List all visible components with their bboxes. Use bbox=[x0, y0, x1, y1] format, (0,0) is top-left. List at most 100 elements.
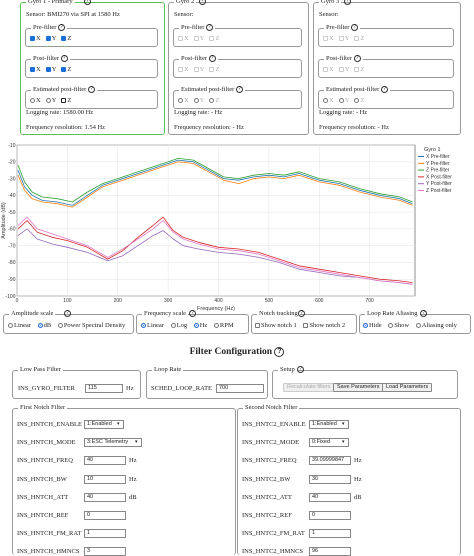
sched-loop-rate-label: SCHED_LOOP_RATE bbox=[151, 385, 213, 392]
estimated-post-filter-box: Estimated post-filter ? X Y Z bbox=[25, 86, 158, 109]
param-label: INS_HNTC2_ATT bbox=[242, 493, 292, 501]
param-input[interactable]: 40 bbox=[309, 492, 351, 502]
help-icon[interactable]: ? bbox=[235, 86, 243, 94]
param-input[interactable]: 39.09999847 bbox=[309, 456, 351, 466]
param-select[interactable]: 0:Fixed bbox=[309, 438, 349, 448]
setup-group: Setup? Recalculate filters Save Paramete… bbox=[272, 366, 458, 399]
help-icon[interactable]: ? bbox=[84, 0, 91, 5]
estimated-post-filter-axis-1-checkbox[interactable]: Y bbox=[338, 97, 349, 104]
help-icon[interactable]: ? bbox=[274, 347, 285, 357]
estimated-post-filter-axis-2-checkbox[interactable]: Z bbox=[354, 97, 364, 104]
notch-tracking-group: Notch tracking? Show notch 1 Show notch … bbox=[251, 310, 357, 334]
y-tick-label: -10 bbox=[8, 143, 15, 149]
estimated-post-filter-axis-0-checkbox[interactable]: X bbox=[30, 97, 41, 104]
y-tick-label: -90 bbox=[8, 277, 15, 283]
pre-filter-axis-2-checkbox[interactable]: Z bbox=[209, 35, 219, 42]
help-icon[interactable]: ? bbox=[60, 55, 68, 63]
pre-filter-axis-0-checkbox[interactable]: X bbox=[178, 35, 189, 42]
post-filter-axis-0-checkbox[interactable]: X bbox=[30, 66, 41, 73]
post-filter-axis-1-checkbox[interactable]: Y bbox=[338, 66, 349, 73]
param-select[interactable]: 3:ESC Telemetry bbox=[84, 438, 142, 448]
help-icon[interactable]: ? bbox=[58, 24, 66, 32]
param-input[interactable]: 0 bbox=[84, 511, 126, 520]
load-parameters-button[interactable]: Load Parameters bbox=[382, 383, 433, 392]
save-parameters-button[interactable]: Save Parameters bbox=[333, 383, 384, 392]
param-select[interactable]: 1:Enabled bbox=[309, 420, 349, 429]
help-icon[interactable]: ? bbox=[420, 310, 427, 317]
pre-filter-axis-2-checkbox[interactable]: Z bbox=[354, 35, 364, 42]
param-label: INS_HNTCH_HMNCS bbox=[17, 548, 80, 556]
param-label: INS_HNTCH_MODE bbox=[17, 439, 76, 447]
pre-filter-axis-1-checkbox[interactable]: Y bbox=[338, 35, 349, 42]
help-icon[interactable]: ? bbox=[199, 0, 206, 5]
estimated-post-filter-label: Estimated post-filter bbox=[326, 86, 380, 93]
estimated-post-filter-axis-0-checkbox[interactable]: X bbox=[323, 97, 334, 104]
post-filter-axis-2-checkbox[interactable]: Z bbox=[209, 66, 219, 73]
estimated-post-filter-axis-2-checkbox[interactable]: Z bbox=[209, 97, 219, 104]
param-select[interactable]: 1:Enabled bbox=[84, 420, 124, 429]
post-filter-axis-0-checkbox[interactable]: X bbox=[323, 66, 334, 73]
x-tick-label: 300 bbox=[164, 298, 173, 304]
estimated-post-filter-axis-0-checkbox[interactable]: X bbox=[178, 97, 189, 104]
estimated-post-filter-axis-1-checkbox[interactable]: Y bbox=[193, 97, 204, 104]
post-filter-label: Post-filter bbox=[181, 55, 207, 62]
param-input[interactable]: 30 bbox=[309, 474, 351, 484]
param-unit: Hz bbox=[354, 457, 362, 465]
param-input[interactable]: 10 bbox=[84, 474, 126, 484]
help-icon[interactable]: ? bbox=[208, 55, 216, 63]
help-icon[interactable]: ? bbox=[297, 366, 304, 373]
pre-filter-axis-2-checkbox[interactable]: Z bbox=[61, 35, 71, 42]
gyro-filter-input[interactable]: 115 bbox=[85, 384, 123, 393]
freq-linear-radio[interactable]: Linear bbox=[141, 322, 164, 329]
help-icon[interactable]: ? bbox=[87, 86, 95, 94]
freq-log-radio[interactable]: Log bbox=[170, 322, 187, 329]
param-unit: dB bbox=[129, 493, 137, 501]
freq-rpm-radio[interactable]: RPM bbox=[213, 322, 234, 329]
help-icon[interactable]: ? bbox=[344, 0, 351, 5]
param-input[interactable]: 0 bbox=[309, 511, 351, 520]
help-icon[interactable]: ? bbox=[353, 55, 361, 63]
amp-psd-radio[interactable]: Power Spectral Density bbox=[57, 322, 125, 329]
pre-filter-axis-1-checkbox[interactable]: Y bbox=[45, 35, 56, 42]
show-notch-2-checkbox[interactable]: Show notch 2 bbox=[303, 322, 345, 329]
param-input[interactable]: 40 bbox=[84, 456, 126, 466]
recalculate-filters-button[interactable]: Recalculate filters bbox=[283, 383, 335, 392]
param-input[interactable]: 1 bbox=[309, 529, 351, 539]
sched-loop-rate-input[interactable]: 700 bbox=[216, 384, 264, 393]
legend-entry: Y Pre-filter bbox=[426, 161, 450, 167]
help-icon[interactable]: ? bbox=[64, 310, 71, 317]
help-icon[interactable]: ? bbox=[189, 310, 196, 317]
pre-filter-axis-0-checkbox[interactable]: X bbox=[323, 35, 334, 42]
second-notch-filter-group: Second Notch Filter INS_HNTC2_ENABLE 1:En… bbox=[237, 404, 461, 556]
alias-hide-radio[interactable]: Hide bbox=[363, 322, 382, 329]
amp-db-radio[interactable]: dB bbox=[37, 322, 51, 329]
help-icon[interactable]: ? bbox=[298, 310, 305, 317]
pre-filter-axis-1-checkbox[interactable]: Y bbox=[193, 35, 204, 42]
amplitude-scale-title: Amplitude scale bbox=[9, 310, 56, 317]
estimated-post-filter-axis-1-checkbox[interactable]: Y bbox=[45, 97, 56, 104]
post-filter-axis-2-checkbox[interactable]: Z bbox=[61, 66, 71, 73]
param-label: INS_HNTC2_REF bbox=[242, 512, 292, 519]
amp-linear-radio[interactable]: Linear bbox=[8, 322, 31, 329]
param-input[interactable]: 40 bbox=[84, 492, 126, 502]
freq-hz-radio[interactable]: Hz bbox=[193, 322, 207, 329]
pre-filter-axis-0-checkbox[interactable]: X bbox=[30, 35, 41, 42]
post-filter-axis-2-checkbox[interactable]: Z bbox=[354, 66, 364, 73]
pre-filter-label: Pre-filter bbox=[33, 24, 57, 31]
param-unit: Hz bbox=[129, 457, 137, 465]
post-filter-box: Post-filter ? X Y Z bbox=[25, 55, 158, 78]
estimated-post-filter-axis-2-checkbox[interactable]: Z bbox=[61, 97, 71, 104]
help-icon[interactable]: ? bbox=[380, 86, 388, 94]
fft-chart[interactable]: 0 100 200 300 400 500 600 700 -10 -20 -30 -40 -50 -60… bbox=[0, 140, 474, 316]
param-label: INS_HNTCH_ATT bbox=[17, 493, 69, 501]
help-icon[interactable]: ? bbox=[351, 24, 359, 32]
alias-show-radio[interactable]: Show bbox=[388, 322, 409, 329]
post-filter-axis-1-checkbox[interactable]: Y bbox=[193, 66, 204, 73]
gyro-filter-unit: Hz bbox=[126, 385, 134, 392]
post-filter-axis-1-checkbox[interactable]: Y bbox=[45, 66, 56, 73]
show-notch-1-checkbox[interactable]: Show notch 1 bbox=[255, 322, 297, 329]
alias-only-radio[interactable]: Aliasing only bbox=[415, 322, 457, 329]
param-input[interactable]: 1 bbox=[84, 529, 126, 539]
post-filter-axis-0-checkbox[interactable]: X bbox=[178, 66, 189, 73]
help-icon[interactable]: ? bbox=[206, 24, 214, 32]
